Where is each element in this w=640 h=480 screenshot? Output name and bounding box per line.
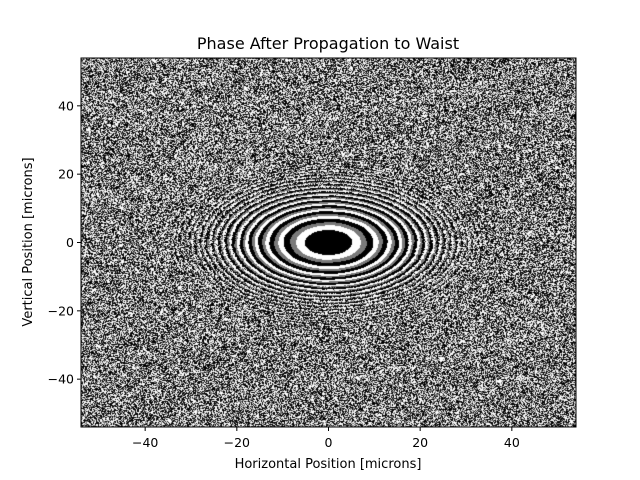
x-axis-label: Horizontal Position [microns]	[235, 457, 422, 472]
plot-area	[80, 57, 577, 428]
y-tick-label: −40	[48, 372, 74, 387]
y-tick-label: 20	[58, 167, 74, 182]
x-tick-label: −20	[224, 435, 250, 450]
y-tick-label: −20	[48, 303, 74, 318]
x-tick-label: 20	[412, 435, 428, 450]
y-axis: −40 −20 0 20 40	[48, 98, 81, 387]
y-tick-label: 0	[66, 235, 74, 250]
chart-title: Phase After Propagation to Waist	[197, 34, 459, 53]
x-axis: −40 −20 0 20 40	[132, 427, 520, 450]
y-tick-label: 40	[58, 98, 74, 113]
x-tick-label: 40	[504, 435, 520, 450]
x-tick-label: −40	[132, 435, 158, 450]
x-tick-label: 0	[325, 435, 333, 450]
y-axis-label: Vertical Position [microns]	[21, 157, 36, 326]
phase-heatmap	[81, 58, 576, 427]
